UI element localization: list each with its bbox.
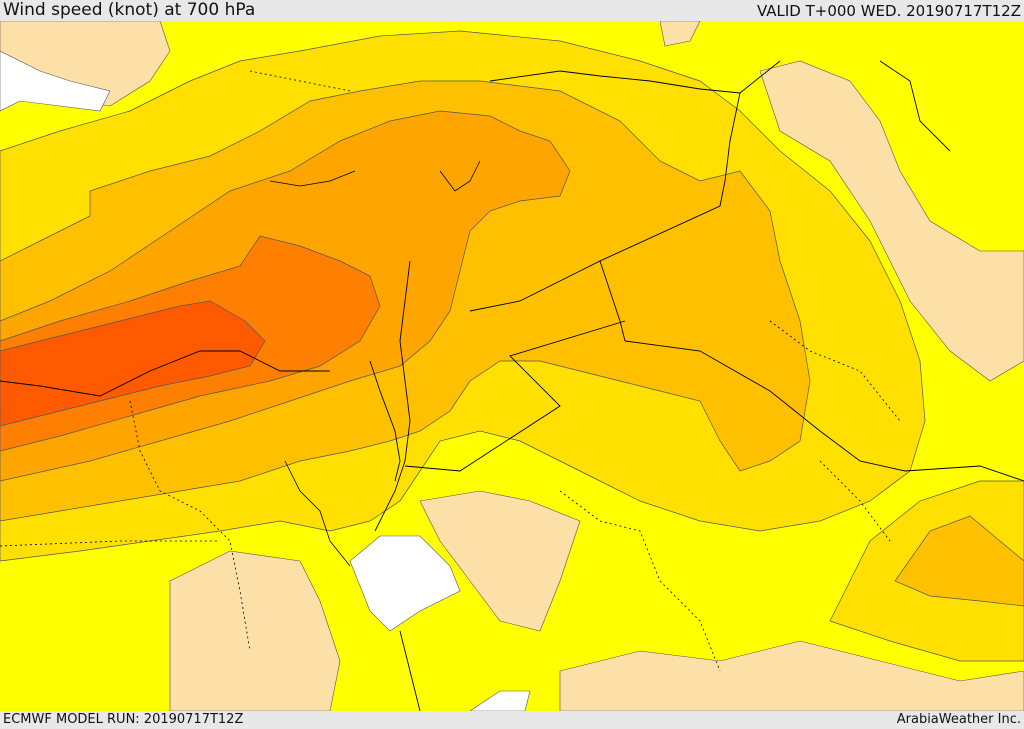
border-c <box>624 340 1024 482</box>
band-weakest-patches <box>0 21 1024 711</box>
credit: ArabiaWeather Inc. <box>896 712 1021 727</box>
border-d <box>404 320 626 472</box>
internal-boundaries <box>0 70 901 672</box>
coast-b <box>439 160 481 192</box>
weak-patch-sw <box>169 550 341 711</box>
border-f <box>399 260 411 462</box>
border-i <box>399 630 421 711</box>
border-e <box>469 260 601 312</box>
weak-patch-ne <box>759 60 1024 382</box>
dotted-f <box>819 460 891 542</box>
weak-patch-se <box>559 640 1024 711</box>
border-b <box>599 92 741 342</box>
title-bar: Wind speed (knot) at 700 hPa VALID T+000… <box>0 0 1024 21</box>
border-h <box>374 460 406 532</box>
dotted-e <box>249 70 351 92</box>
border-j <box>879 60 951 152</box>
dotted-c <box>0 540 220 547</box>
band-mid-se <box>894 515 1024 607</box>
valid-time: VALID T+000 WED. 20190717T12Z <box>756 2 1021 20</box>
coast-c <box>284 460 351 567</box>
border-k <box>0 350 330 397</box>
dotted-b <box>559 490 721 672</box>
footer-bar: ECMWF MODEL RUN: 20190717T12Z ArabiaWeat… <box>0 711 1024 729</box>
country-borders <box>0 60 1024 711</box>
coastlines <box>269 160 481 567</box>
dotted-a <box>129 400 251 652</box>
border-g <box>369 360 401 482</box>
unshaded-sea <box>0 50 531 711</box>
weak-patch-ne-top <box>659 21 701 47</box>
sea-patch-south <box>469 690 531 711</box>
sea-patch-red-sea-north <box>349 535 461 632</box>
model-run: ECMWF MODEL RUN: 20190717T12Z <box>3 712 244 727</box>
coast-a <box>269 170 356 187</box>
wind-speed-map <box>0 21 1024 711</box>
band-max <box>0 300 266 427</box>
dotted-d <box>769 320 901 422</box>
map-title: Wind speed (knot) at 700 hPa <box>3 0 256 20</box>
sea-patch-aegean <box>0 50 111 112</box>
weak-patch-s <box>419 490 581 632</box>
